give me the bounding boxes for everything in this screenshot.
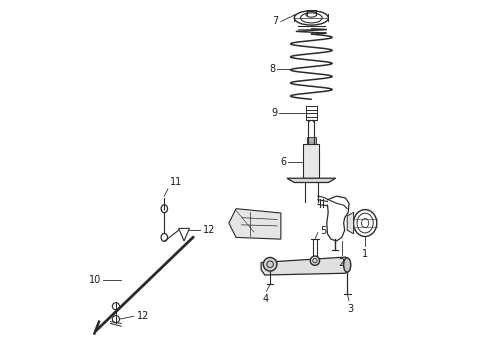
Text: 7: 7 — [272, 17, 278, 27]
Text: 4: 4 — [263, 294, 269, 304]
Polygon shape — [287, 178, 336, 183]
Text: 6: 6 — [280, 157, 286, 167]
Text: 5: 5 — [320, 226, 326, 236]
Polygon shape — [347, 212, 354, 234]
Text: 3: 3 — [347, 304, 353, 314]
Text: 12: 12 — [203, 225, 215, 235]
Ellipse shape — [343, 258, 351, 272]
Ellipse shape — [263, 257, 277, 271]
Polygon shape — [261, 257, 349, 275]
Text: 10: 10 — [89, 275, 101, 285]
Text: 1: 1 — [362, 249, 368, 259]
Polygon shape — [229, 209, 281, 239]
Polygon shape — [307, 137, 316, 144]
Polygon shape — [303, 144, 319, 178]
Text: 2: 2 — [339, 258, 345, 268]
Text: 8: 8 — [270, 64, 275, 74]
Text: 9: 9 — [271, 108, 277, 118]
Ellipse shape — [310, 256, 319, 265]
Text: 12: 12 — [137, 311, 149, 320]
Text: 11: 11 — [170, 177, 182, 187]
